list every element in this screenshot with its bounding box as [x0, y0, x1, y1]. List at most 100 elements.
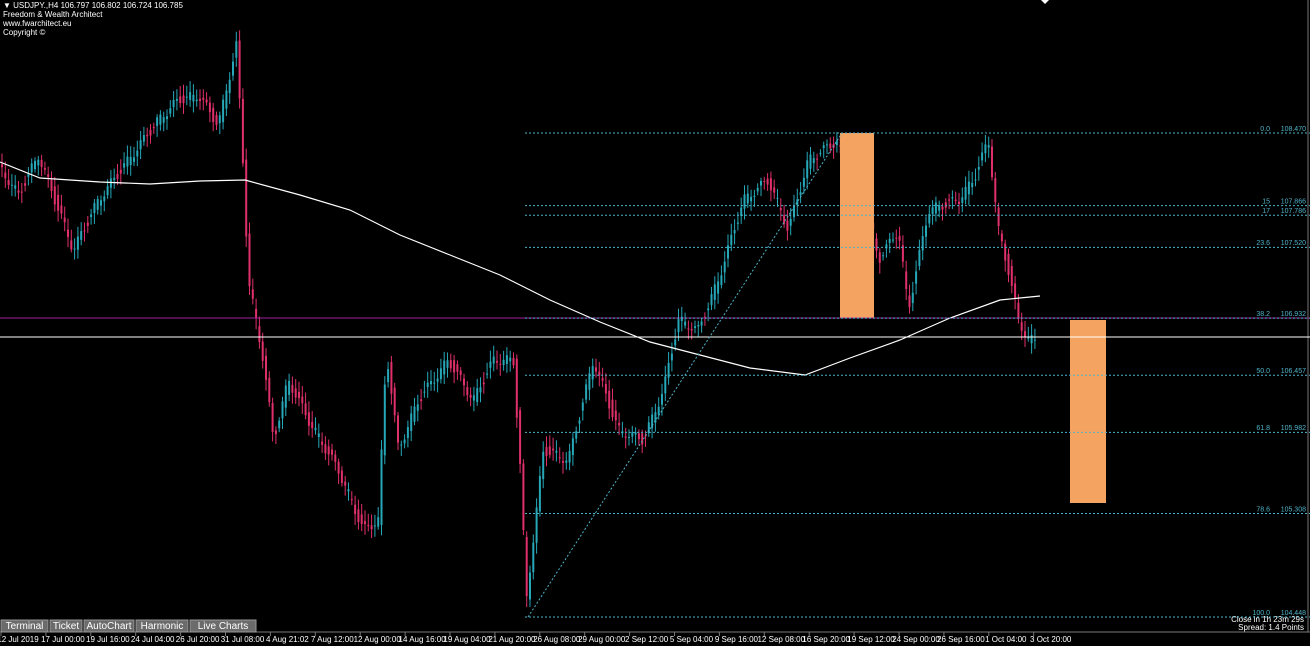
candle-body	[159, 114, 162, 125]
candle-body	[760, 180, 762, 186]
tab-label: Harmonic	[141, 621, 184, 632]
candle-body	[373, 525, 376, 527]
candle-body	[634, 432, 637, 435]
candle-body	[146, 134, 149, 137]
candle-body	[908, 295, 911, 308]
candle-body	[618, 422, 621, 426]
tab[interactable]	[135, 619, 189, 633]
candle-body	[251, 289, 254, 299]
candle-body	[958, 201, 960, 205]
candle-body	[70, 240, 73, 250]
candle-body	[119, 169, 122, 174]
candle-body	[80, 231, 83, 240]
tab[interactable]	[49, 619, 83, 633]
candle-body	[898, 235, 901, 241]
candle-body	[205, 99, 208, 103]
candle-body	[670, 353, 673, 361]
fib-price: 108.470	[1281, 126, 1306, 133]
candle-body	[281, 401, 284, 419]
candle-body	[984, 144, 987, 154]
candle-body	[47, 174, 50, 177]
candle-body	[875, 238, 878, 251]
candle-body	[284, 385, 287, 408]
candle-body	[796, 199, 799, 206]
candle-body	[192, 94, 195, 102]
candle-body	[799, 192, 802, 196]
candle-body	[436, 378, 439, 382]
candle-body	[538, 476, 541, 512]
candle-body	[743, 194, 746, 209]
candle-body	[271, 403, 274, 432]
candle-body	[416, 404, 419, 411]
time-label: 19 Sep 12:00	[847, 635, 895, 644]
candle-body	[717, 281, 720, 294]
time-label: 9 Sep 16:00	[715, 635, 759, 644]
fib-price: 106.457	[1281, 368, 1306, 375]
candle-body	[265, 355, 267, 380]
candle-body	[57, 194, 60, 211]
candle-body	[73, 248, 76, 250]
tab[interactable]	[0, 619, 49, 633]
candle-body	[911, 292, 914, 304]
candle-body	[482, 382, 485, 385]
tab[interactable]	[83, 619, 135, 633]
candle-body	[156, 117, 159, 126]
candle-body	[238, 40, 241, 99]
candle-body	[1000, 233, 1003, 242]
candle-body	[644, 435, 647, 437]
candle-body	[212, 107, 215, 122]
candle-body	[370, 525, 373, 530]
fib-ratio: 38.2	[1256, 311, 1270, 318]
candle-body	[885, 244, 888, 249]
candle-body	[393, 387, 396, 416]
candle-body	[1007, 253, 1010, 275]
candle-body	[479, 387, 482, 393]
candle-body	[139, 140, 142, 150]
candle-body	[37, 159, 40, 166]
candle-body	[822, 145, 825, 149]
candle-body	[129, 157, 132, 165]
candle-body	[472, 395, 475, 401]
candles	[1, 30, 1036, 608]
tab-label: Terminal	[6, 621, 44, 632]
candle-body	[86, 222, 89, 226]
time-label: 19 Jul 16:00	[86, 635, 130, 644]
tab-label: Ticket	[53, 621, 80, 632]
candle-body	[548, 446, 551, 456]
candle-body	[344, 481, 347, 486]
time-label: 21 Aug 20:00	[488, 635, 536, 644]
candle-body	[50, 179, 53, 191]
zone-box	[840, 133, 874, 318]
candle-body	[697, 325, 700, 327]
candle-body	[651, 414, 654, 429]
candle-body	[1010, 266, 1013, 286]
candle-body	[661, 393, 663, 405]
symbol: USDJPY.,H4 106.797 106.802 106.724 106.7…	[13, 1, 183, 10]
candle-body	[403, 439, 406, 444]
candle-body	[519, 410, 522, 464]
candle-body	[1, 164, 3, 168]
candle-body	[113, 177, 116, 181]
candle-body	[575, 431, 578, 439]
candle-body	[248, 233, 251, 287]
candle-body	[367, 524, 370, 527]
header-line: Copyright ©	[3, 28, 45, 37]
candle-body	[354, 504, 357, 515]
tab[interactable]	[189, 619, 257, 633]
candle-body	[20, 191, 23, 193]
candle-body	[433, 382, 436, 384]
candle-body	[614, 410, 617, 421]
candle-body	[545, 447, 548, 457]
candle-body	[63, 217, 66, 223]
candle-body	[410, 413, 413, 431]
candle-body	[179, 96, 182, 104]
candle-body	[793, 205, 795, 218]
header-line: Freedom & Wealth Architect	[3, 10, 103, 19]
status-text: Close in 1h 23m 29s	[1231, 615, 1304, 624]
zone-box	[1070, 320, 1106, 503]
time-label: 19 Aug 04:00	[443, 635, 491, 644]
candle-body	[430, 381, 432, 385]
candle-body	[43, 167, 46, 170]
time-label: 5 Sep 04:00	[670, 635, 714, 644]
time-label: 26 Jul 20:00	[176, 635, 220, 644]
